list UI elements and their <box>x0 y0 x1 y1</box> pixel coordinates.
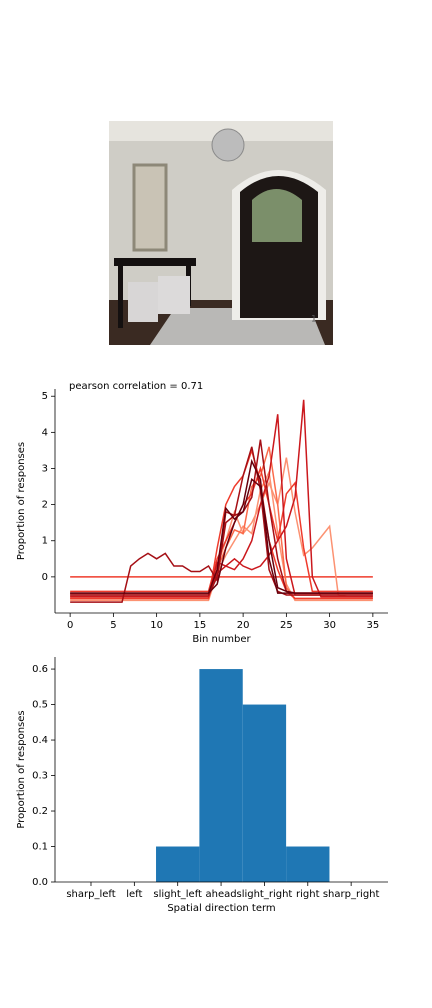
x-tick-label: 0 <box>67 620 73 631</box>
line-series <box>70 458 373 594</box>
x-tick-label: 15 <box>194 620 207 631</box>
y-tick-label: 2 <box>42 500 48 511</box>
x-tick-label: sharp_left <box>66 889 115 900</box>
x-tick-label: 35 <box>366 620 379 631</box>
photo-label: 1 <box>311 315 317 325</box>
bar <box>199 669 243 882</box>
line-series <box>70 477 373 594</box>
line-series <box>70 439 373 603</box>
bar <box>242 704 287 882</box>
bar <box>286 846 330 882</box>
x-tick-label: 20 <box>237 620 250 631</box>
y-axis-label: Proportion of responses <box>16 710 27 828</box>
x-tick-label: 30 <box>323 620 336 631</box>
y-tick-label: 3 <box>42 463 48 474</box>
x-tick-label: sharp_right <box>323 889 380 900</box>
x-tick-label: 10 <box>150 620 163 631</box>
x-tick-label: slight_left <box>153 889 202 900</box>
photo: 1 <box>109 121 333 345</box>
y-tick-label: 0 <box>42 572 48 583</box>
bar <box>156 846 200 882</box>
x-tick-label: left <box>126 889 142 900</box>
x-tick-label: ahead <box>206 889 237 900</box>
y-tick-label: 0.4 <box>32 735 48 746</box>
x-tick-label: 25 <box>280 620 293 631</box>
y-tick-label: 0.5 <box>32 700 48 711</box>
y-tick-label: 0.6 <box>32 664 48 675</box>
line-series <box>70 446 373 596</box>
line-series <box>70 399 373 598</box>
y-axis-label: Proportion of responses <box>16 442 27 560</box>
y-tick-label: 0.3 <box>32 771 48 782</box>
line-series <box>70 447 373 600</box>
y-tick-label: 0.1 <box>32 842 48 853</box>
annotation: pearson correlation = 0.71 <box>69 381 203 392</box>
x-tick-label: slight_right <box>236 889 292 900</box>
x-tick-label: 5 <box>110 620 116 631</box>
y-tick-label: 0.0 <box>32 877 48 888</box>
y-tick-label: 0.2 <box>32 806 48 817</box>
y-tick-label: 1 <box>42 536 48 547</box>
y-tick-label: 5 <box>42 391 48 402</box>
x-tick-label: right <box>296 889 320 900</box>
x-axis-label: Bin number <box>192 634 251 645</box>
y-tick-label: 4 <box>42 427 48 438</box>
x-axis-label: Spatial direction term <box>167 903 275 914</box>
